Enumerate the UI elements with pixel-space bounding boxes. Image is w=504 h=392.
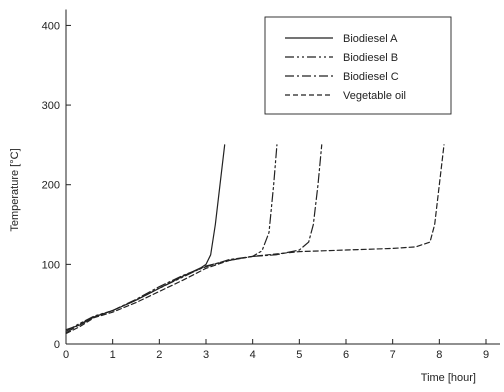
x-tick-label: 2 (156, 349, 162, 361)
series-line-biodiesel-a (65, 144, 226, 331)
legend-label: Vegetable oil (343, 90, 406, 102)
x-tick-label: 8 (436, 349, 442, 361)
x-tick-label: 0 (63, 349, 69, 361)
y-tick-label: 400 (42, 20, 60, 32)
x-tick-label: 4 (250, 349, 256, 361)
axes (65, 9, 500, 345)
legend-label: Biodiesel C (343, 71, 399, 83)
y-tick-label: 0 (54, 339, 60, 351)
x-tick-label: 6 (343, 349, 349, 361)
x-tick-label: 5 (296, 349, 302, 361)
x-tick-label: 1 (110, 349, 116, 361)
x-axis-title: Time [hour] (421, 372, 476, 384)
series-line-biodiesel-b (65, 144, 278, 332)
series (65, 144, 445, 335)
y-tick-label: 100 (42, 259, 60, 271)
y-tick-label: 200 (42, 180, 60, 192)
legend-label: Biodiesel B (343, 52, 398, 64)
x-tick-label: 7 (390, 349, 396, 361)
series-line-biodiesel-c (65, 144, 323, 334)
legend-box (264, 16, 452, 115)
y-axis-title: Temperature [°C] (9, 148, 21, 231)
ticks: 0 1 2 3 4 5 6 7 8 9 0 100 200 300 400 (42, 20, 489, 361)
legend-items: Biodiesel A Biodiesel B Biodiesel C Vegetab… (285, 33, 406, 102)
legend-label: Biodiesel A (343, 33, 398, 45)
series-line-vegetable-oil (65, 144, 445, 335)
y-tick-label: 300 (42, 100, 60, 112)
x-tick-label: 9 (483, 349, 489, 361)
x-tick-label: 3 (203, 349, 209, 361)
legend: Biodiesel A Biodiesel B Biodiesel C Vegetab… (264, 16, 452, 115)
